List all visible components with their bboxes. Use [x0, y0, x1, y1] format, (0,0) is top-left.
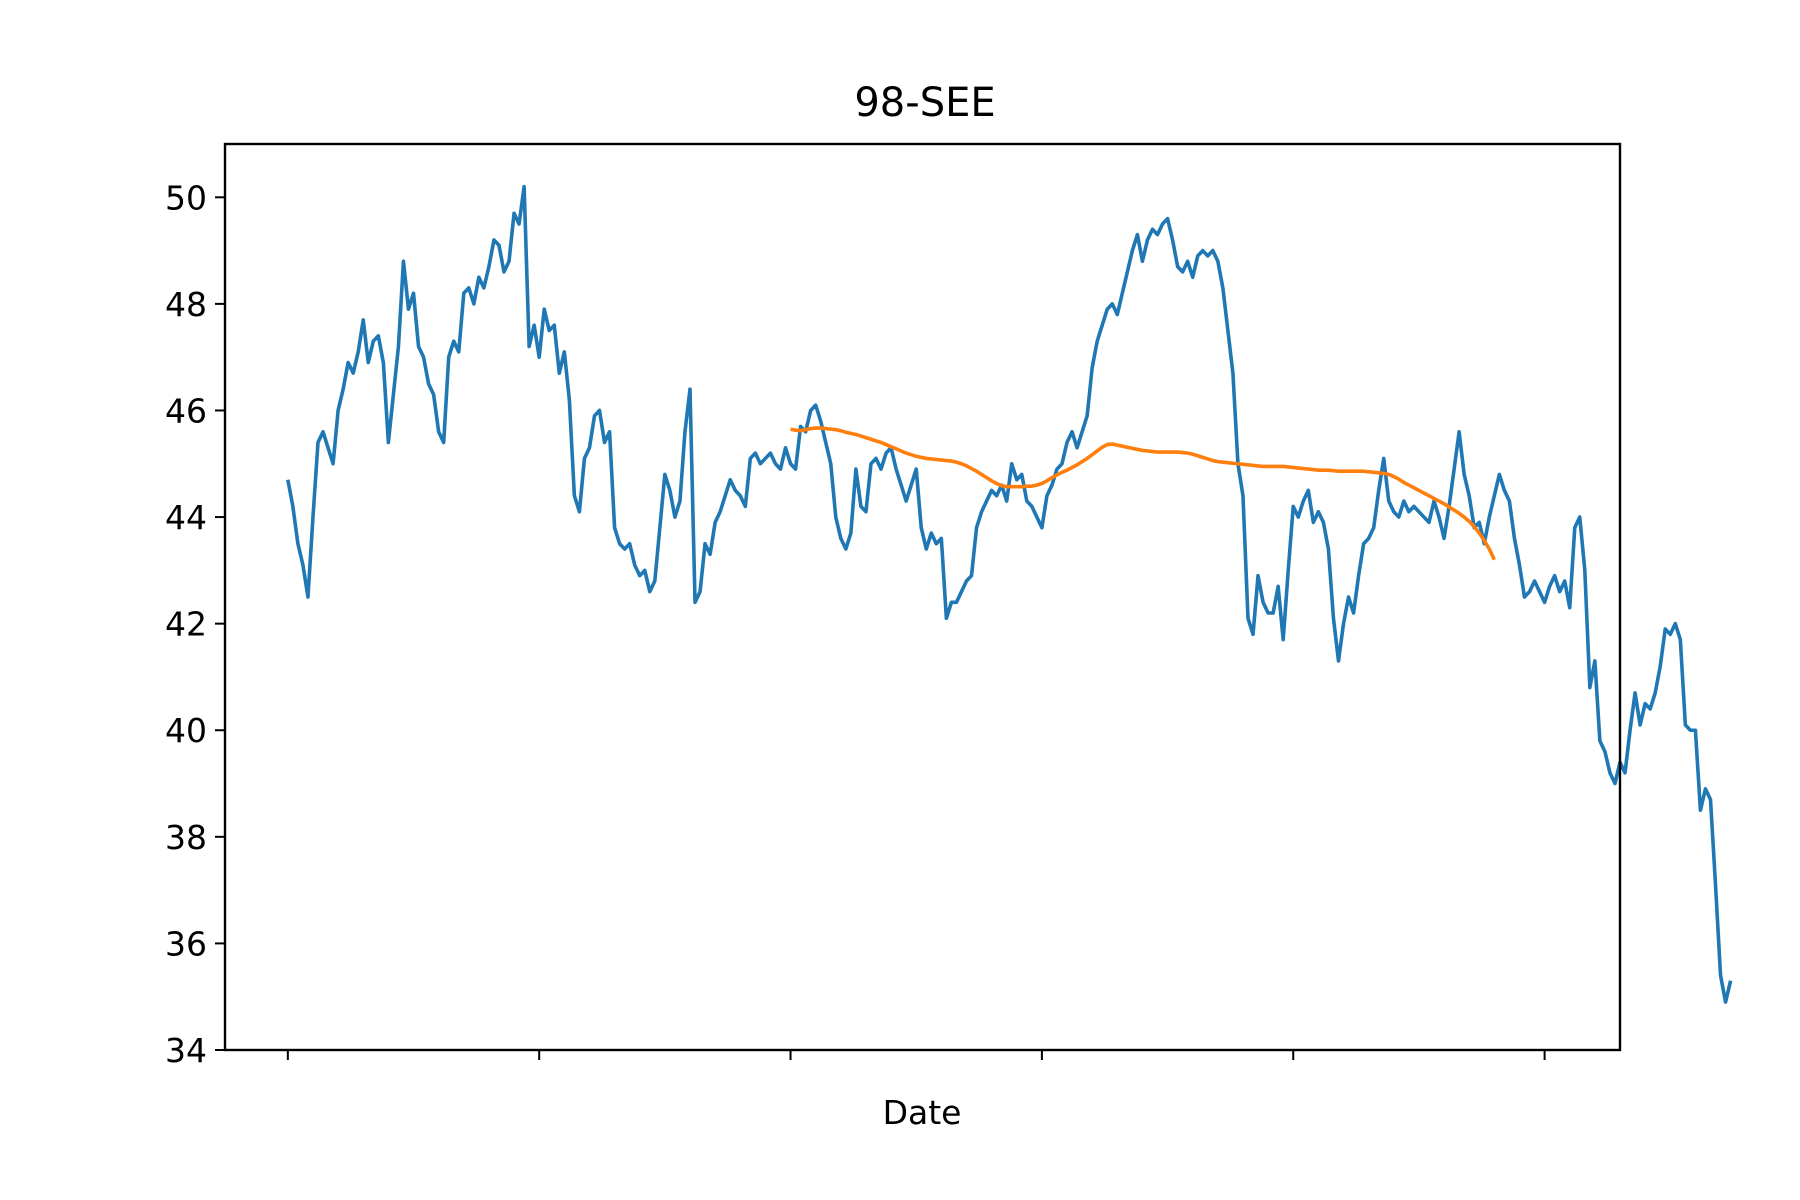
- y-tick-label: 36: [165, 924, 207, 963]
- plot-area: 34 36 38 40 42 44 46 48 50: [165, 142, 1733, 1070]
- y-tick-label: 48: [165, 285, 207, 324]
- series-layer: [286, 184, 1733, 1004]
- x-axis-label: Date: [883, 1093, 962, 1132]
- y-axis-ticks: 34 36 38 40 42 44 46 48 50: [165, 178, 225, 1070]
- plot-frame: [223, 142, 1622, 1052]
- y-tick-label: 50: [165, 178, 207, 217]
- series-line-price: [286, 184, 1733, 1004]
- y-tick-label: 34: [165, 1031, 207, 1070]
- y-tick-label: 46: [165, 391, 207, 430]
- x-axis-ticks: [286, 1050, 1546, 1060]
- series-line-moving-average: [790, 426, 1496, 561]
- chart-title: 98-SEE: [854, 80, 995, 126]
- y-tick-label: 40: [165, 711, 207, 750]
- y-tick-label: 38: [165, 818, 207, 857]
- y-tick-label: 44: [165, 498, 207, 537]
- plot-background: [225, 144, 1620, 1050]
- y-tick-label: 42: [165, 605, 207, 644]
